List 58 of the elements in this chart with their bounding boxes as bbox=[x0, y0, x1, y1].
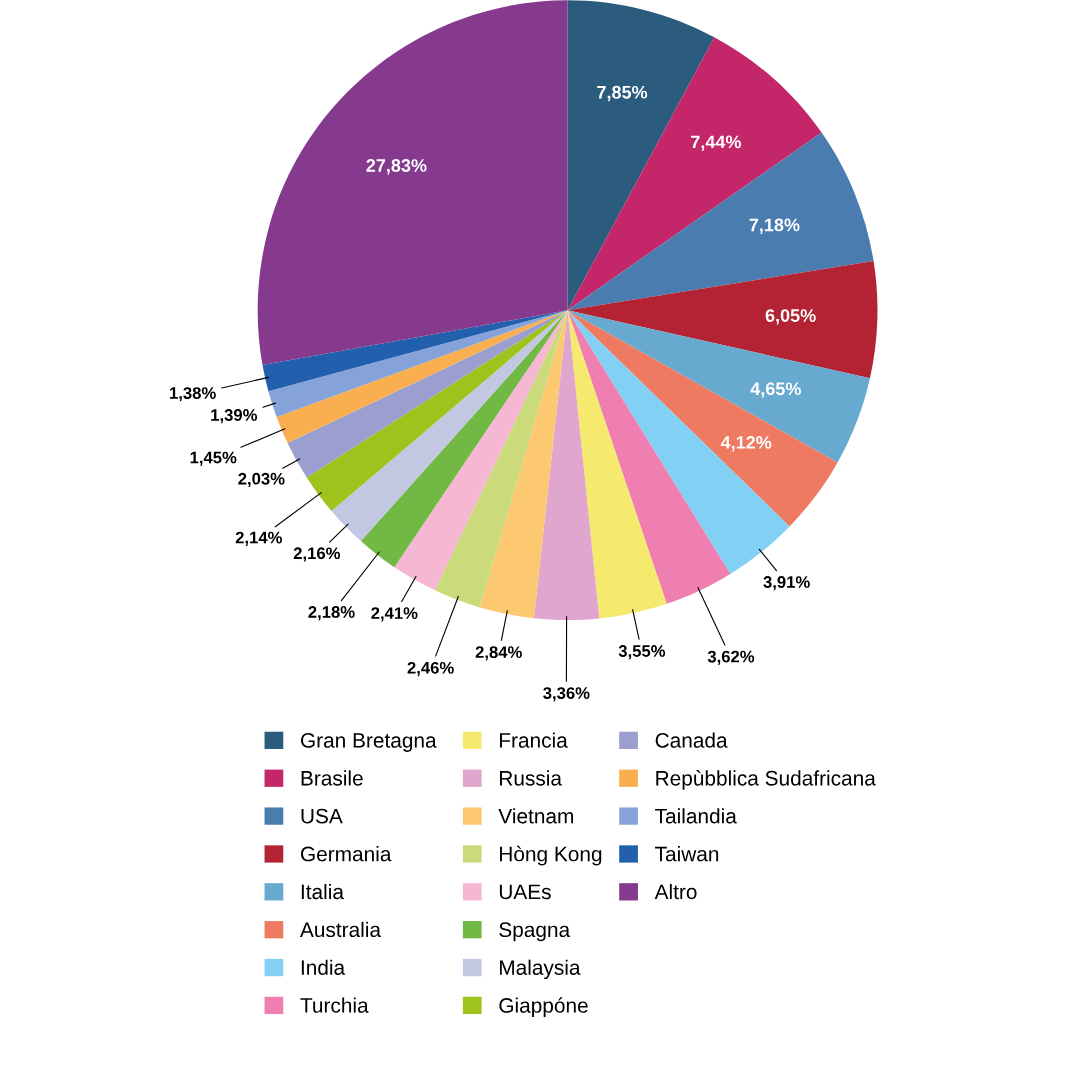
legend-label: Russia bbox=[500, 770, 562, 786]
legend-label: Germania bbox=[301, 846, 392, 862]
legend-label: Canada bbox=[655, 732, 728, 748]
data-label: 2,14% bbox=[235, 531, 282, 546]
legend-label: Italia bbox=[301, 883, 344, 900]
pie-slice bbox=[360, 310, 568, 568]
data-label: 27,83% bbox=[366, 159, 427, 175]
pie-slice bbox=[306, 310, 568, 512]
legend-label: Repùbblica Sudafricana bbox=[656, 770, 876, 790]
data-label: 2,16% bbox=[293, 547, 341, 562]
legend-label: India bbox=[301, 959, 346, 975]
data-label: 3,91% bbox=[763, 576, 810, 591]
legend-label: Spagna bbox=[499, 922, 571, 942]
pie-slice bbox=[533, 310, 600, 621]
legend-label: Brasile bbox=[301, 770, 363, 786]
pie-slice bbox=[567, 310, 870, 463]
pie-slice bbox=[435, 310, 568, 608]
legend-label: Australia bbox=[299, 921, 381, 938]
legend-label: Tailandia bbox=[655, 808, 737, 824]
data-label: 7,44% bbox=[691, 135, 741, 151]
legend-label: Vietnam bbox=[498, 808, 573, 824]
legend-label: USA bbox=[301, 808, 343, 824]
data-label: 4,12% bbox=[720, 435, 772, 452]
legend-label: Francia bbox=[500, 732, 568, 748]
data-label: 2,03% bbox=[238, 472, 285, 488]
data-label: 7,18% bbox=[749, 218, 800, 234]
data-label: 6,05% bbox=[765, 309, 816, 325]
pie-slice bbox=[567, 37, 822, 311]
data-label: 7,85% bbox=[597, 85, 648, 102]
legend-label: Gran Bretagna bbox=[301, 733, 437, 752]
data-label: 3,55% bbox=[618, 645, 666, 660]
pie-slice bbox=[567, 261, 878, 379]
data-label: 2,41% bbox=[371, 607, 418, 622]
data-label: 4,65% bbox=[750, 382, 801, 398]
pie-slice bbox=[257, 0, 568, 365]
data-label: 3,62% bbox=[707, 650, 755, 665]
pie-slice bbox=[479, 310, 568, 619]
pie-slice bbox=[567, 132, 874, 311]
pie-slice bbox=[567, 310, 667, 619]
data-label: 2,46% bbox=[407, 661, 454, 677]
data-label: 1,39% bbox=[211, 409, 258, 424]
legend-label: Taiwan bbox=[655, 846, 719, 862]
pie-slice bbox=[394, 310, 568, 591]
legend-label: Altro bbox=[654, 883, 697, 900]
pie-slice bbox=[567, 310, 838, 527]
pie-slice bbox=[331, 310, 568, 542]
data-label: 2,18% bbox=[308, 606, 355, 621]
legend-label: Hòng Kong bbox=[500, 845, 602, 866]
data-label: 1,38% bbox=[170, 387, 216, 402]
legend-label: Giappóne bbox=[499, 997, 588, 1017]
pie-slice bbox=[268, 310, 568, 417]
data-label: 2,84% bbox=[475, 646, 522, 661]
legend-label: UAEs bbox=[499, 884, 551, 900]
data-label: 1,45% bbox=[190, 451, 237, 466]
pie-slice bbox=[276, 310, 568, 444]
legend-label: Malaysia bbox=[500, 959, 581, 980]
legend-label: Turchia bbox=[300, 997, 369, 1013]
data-label: 3,36% bbox=[543, 687, 590, 702]
